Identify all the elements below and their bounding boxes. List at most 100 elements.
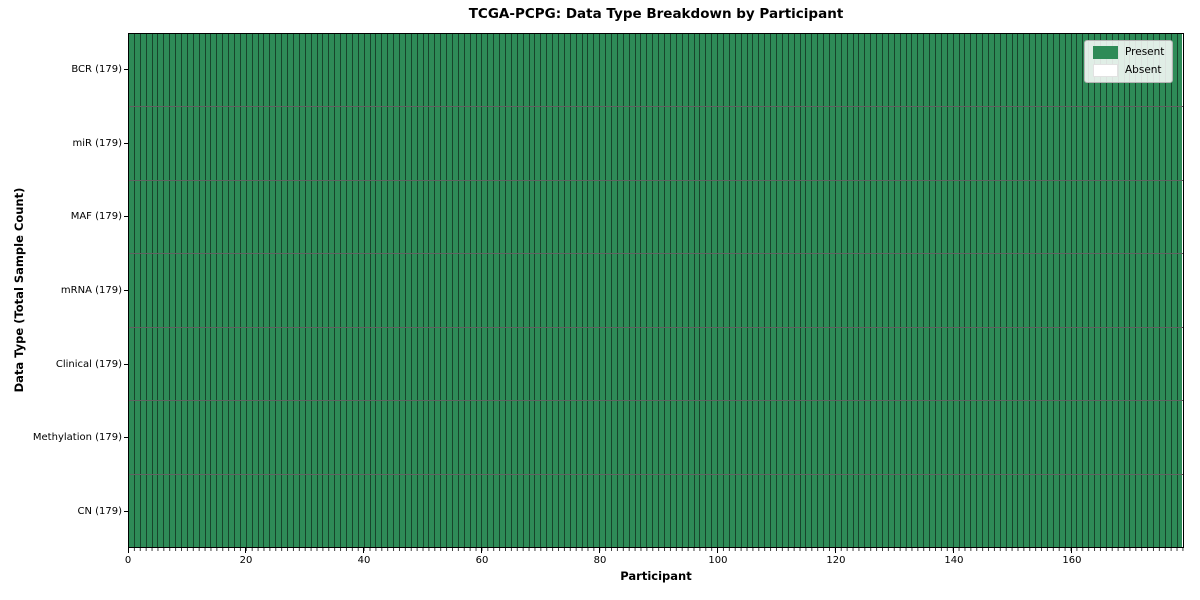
heatmap-cell (1177, 474, 1183, 547)
heatmap-cell (258, 474, 265, 547)
heatmap-cell (146, 254, 153, 327)
heatmap-cell (989, 107, 995, 180)
heatmap-cell (612, 34, 618, 107)
heatmap-cell (994, 254, 1001, 327)
heatmap-cell (641, 180, 648, 254)
heatmap-cell (417, 254, 424, 327)
heatmap-cell (158, 327, 165, 401)
heatmap-cell (170, 34, 177, 107)
heatmap-cell (1124, 401, 1131, 474)
heatmap-cell (647, 474, 654, 547)
heatmap-cell (635, 34, 642, 107)
heatmap-cell (246, 180, 253, 254)
heatmap-cell (364, 474, 371, 547)
heatmap-cell (629, 474, 636, 547)
heatmap-cell (1053, 180, 1060, 254)
heatmap-cell (376, 254, 383, 327)
heatmap-cell (140, 180, 147, 254)
heatmap-cell (364, 401, 371, 474)
heatmap-cell (682, 180, 689, 254)
heatmap-cell (1159, 474, 1166, 547)
heatmap-cell (1077, 327, 1084, 401)
heatmap-cell (470, 327, 477, 401)
heatmap-cell (835, 401, 842, 474)
heatmap-cell (759, 401, 766, 474)
x-tick-mark (1071, 548, 1073, 553)
heatmap-cell (164, 401, 171, 474)
heatmap-cell (877, 474, 883, 547)
heatmap-cell (971, 107, 978, 180)
heatmap-cell (405, 401, 412, 474)
heatmap-cell (1036, 254, 1043, 327)
heatmap-cell (441, 401, 448, 474)
heatmap-cell (1165, 327, 1172, 401)
heatmap-cell (500, 180, 506, 254)
heatmap-cell (252, 107, 259, 180)
heatmap-row-maf (129, 180, 1183, 255)
heatmap-cell (953, 107, 960, 180)
heatmap-cell (665, 107, 671, 180)
heatmap-cell (405, 474, 412, 547)
heatmap-cell (759, 474, 766, 547)
heatmap-cell (193, 180, 200, 254)
heatmap-cell (293, 107, 300, 180)
heatmap-cell (559, 327, 565, 401)
heatmap-cell (729, 401, 736, 474)
heatmap-cell (1065, 34, 1072, 107)
heatmap-cell (500, 107, 506, 180)
heatmap-cell (765, 180, 772, 254)
heatmap-cell (818, 254, 825, 327)
heatmap-cell (747, 180, 754, 254)
heatmap-cell (447, 34, 453, 107)
heatmap-cell (199, 34, 206, 107)
heatmap-cell (553, 180, 560, 254)
heatmap-cell (1071, 474, 1078, 547)
heatmap-cell (771, 180, 777, 254)
heatmap-cell (741, 254, 748, 327)
heatmap-cell (523, 327, 530, 401)
heatmap-cell (399, 327, 406, 401)
heatmap-cell (706, 180, 713, 254)
heatmap-cell (376, 107, 383, 180)
heatmap-cell (276, 474, 283, 547)
heatmap-cell (158, 34, 165, 107)
heatmap-cell (800, 474, 807, 547)
heatmap-cell (1089, 254, 1096, 327)
heatmap-cell (871, 327, 878, 401)
heatmap-cell (941, 327, 948, 401)
heatmap-cell (506, 107, 512, 180)
heatmap-cell (894, 401, 901, 474)
heatmap-cell (670, 327, 677, 401)
heatmap-cell (341, 107, 347, 180)
heatmap-cell (511, 180, 518, 254)
heatmap-cell (305, 254, 312, 327)
heatmap-cell (635, 254, 642, 327)
heatmap-cell (158, 180, 165, 254)
heatmap-cell (723, 474, 730, 547)
heatmap-cell (871, 180, 878, 254)
heatmap-cell (877, 34, 883, 107)
heatmap-cell (694, 254, 701, 327)
heatmap-cell (1059, 401, 1066, 474)
heatmap-cell (853, 254, 860, 327)
heatmap-cell (941, 254, 948, 327)
heatmap-cell (523, 474, 530, 547)
heatmap-cell (877, 180, 883, 254)
heatmap-cell (205, 180, 212, 254)
heatmap-cell (659, 474, 666, 547)
heatmap-cell (600, 401, 607, 474)
heatmap-cell (129, 401, 135, 474)
heatmap-cell (1106, 107, 1113, 180)
heatmap-cell (441, 180, 448, 254)
heatmap-cell (641, 254, 648, 327)
heatmap-cell (535, 180, 542, 254)
heatmap-cell (924, 254, 931, 327)
heatmap-cell (500, 327, 506, 401)
heatmap-cell (806, 474, 813, 547)
heatmap-cell (329, 474, 336, 547)
heatmap-cell (164, 34, 171, 107)
heatmap-cell (229, 107, 236, 180)
heatmap-cell (871, 34, 878, 107)
heatmap-cell (812, 254, 819, 327)
heatmap-cell (282, 474, 289, 547)
